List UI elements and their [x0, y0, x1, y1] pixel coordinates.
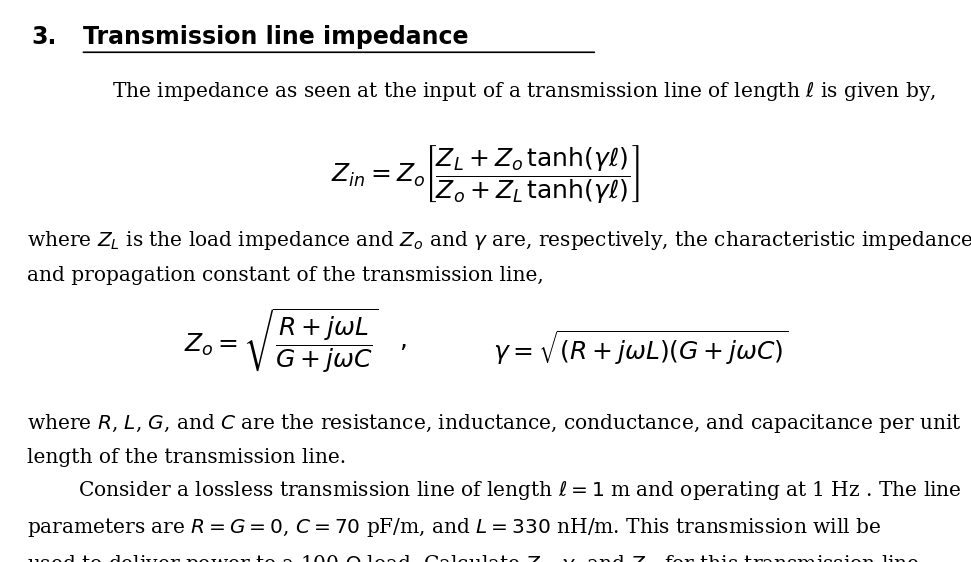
- Text: $Z_{in} = Z_o\left[\dfrac{Z_L + Z_o\,\mathrm{tanh}(\gamma\ell)}{Z_o + Z_L\,\math: $Z_{in} = Z_o\left[\dfrac{Z_L + Z_o\,\ma…: [331, 143, 640, 205]
- Text: $,$: $,$: [399, 329, 407, 352]
- Text: $\gamma = \sqrt{(R + j\omega L)(G + j\omega C)}$: $\gamma = \sqrt{(R + j\omega L)(G + j\om…: [493, 329, 788, 368]
- Text: where $R$, $L$, $G$, and $C$ are the resistance, inductance, conductance, and ca: where $R$, $L$, $G$, and $C$ are the res…: [27, 412, 962, 435]
- Text: Consider a lossless transmission line of length $\ell = 1$ m and operating at 1 : Consider a lossless transmission line of…: [27, 479, 962, 502]
- Text: length of the transmission line.: length of the transmission line.: [27, 448, 347, 468]
- Text: used to deliver power to a 100 $\Omega$ load. Calculate $Z_o$, $\gamma$, and $Z_: used to deliver power to a 100 $\Omega$ …: [27, 553, 925, 562]
- Text: where $Z_L$ is the load impedance and $Z_o$ and $\gamma$ are, respectively, the : where $Z_L$ is the load impedance and $Z…: [27, 229, 971, 252]
- Text: 3.: 3.: [31, 25, 56, 49]
- Text: parameters are $R = G = 0$, $C = 70$ pF/m, and $L = 330$ nH/m. This transmission: parameters are $R = G = 0$, $C = 70$ pF/…: [27, 516, 882, 539]
- Text: The impedance as seen at the input of a transmission line of length $\ell$ is gi: The impedance as seen at the input of a …: [112, 80, 935, 103]
- Text: and propagation constant of the transmission line,: and propagation constant of the transmis…: [27, 266, 544, 285]
- Text: $Z_o = \sqrt{\dfrac{R + j\omega L}{G + j\omega C}}$: $Z_o = \sqrt{\dfrac{R + j\omega L}{G + j…: [184, 306, 379, 374]
- Text: Transmission line impedance: Transmission line impedance: [83, 25, 468, 49]
